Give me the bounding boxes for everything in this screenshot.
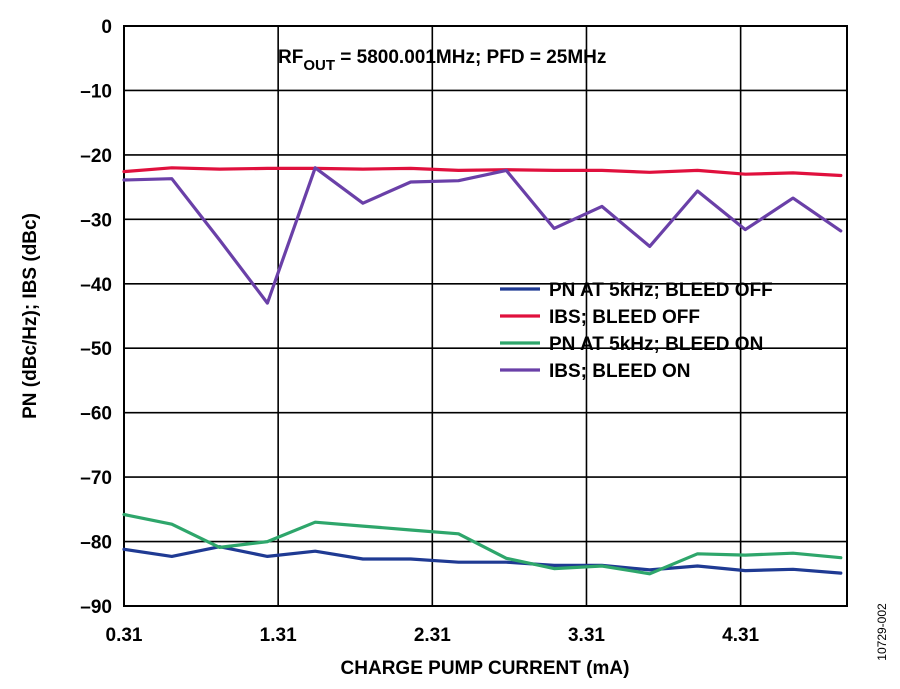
y-tick-labels: 0 –10 –20 –30 –40 –50 –60 –70 –80 –90 xyxy=(80,17,112,618)
y-tick-label: –90 xyxy=(80,597,112,618)
y-axis-title: PN (dBc/Hz); IBS (dBc) xyxy=(20,213,41,419)
x-tick-label: 2.31 xyxy=(414,625,451,646)
x-tick-label: 3.31 xyxy=(568,625,605,646)
chart-annotation: RFOUT = 5800.001MHz; PFD = 25MHz xyxy=(278,47,606,74)
figure-id: 10729-002 xyxy=(875,603,889,661)
y-tick-label: –20 xyxy=(80,146,112,167)
x-tick-label: 0.31 xyxy=(106,625,143,646)
y-tick-label: –40 xyxy=(80,275,112,296)
x-axis-title: CHARGE PUMP CURRENT (mA) xyxy=(341,658,630,679)
y-tick-label: –10 xyxy=(80,81,112,102)
grid-lines xyxy=(124,26,847,606)
series-line xyxy=(122,166,843,178)
y-tick-label: 0 xyxy=(101,17,112,38)
x-tick-labels: 0.31 1.31 2.31 3.31 4.31 xyxy=(106,625,760,646)
legend-entry: IBS; BLEED OFF xyxy=(549,307,700,328)
legend-entry: PN AT 5kHz; BLEED OFF xyxy=(549,280,773,301)
y-tick-label: –60 xyxy=(80,404,112,425)
series-layer xyxy=(122,166,843,576)
y-tick-label: –70 xyxy=(80,468,112,489)
series-line xyxy=(122,545,843,575)
legend: PN AT 5kHz; BLEED OFF IBS; BLEED OFF PN AT… xyxy=(500,280,773,382)
series-line xyxy=(122,512,843,576)
legend-entry: IBS; BLEED ON xyxy=(549,361,690,382)
x-tick-label: 1.31 xyxy=(260,625,297,646)
y-tick-label: –30 xyxy=(80,210,112,231)
legend-entry: PN AT 5kHz; BLEED ON xyxy=(549,334,763,355)
annotation-suffix: = 5800.001MHz; PFD = 25MHz xyxy=(335,47,606,68)
series-line xyxy=(122,166,843,305)
y-tick-label: –80 xyxy=(80,533,112,554)
x-tick-label: 4.31 xyxy=(722,625,759,646)
annotation-prefix: RF xyxy=(278,47,303,68)
plot-frame xyxy=(123,25,848,607)
y-tick-label: –50 xyxy=(80,339,112,360)
annotation-subscript: OUT xyxy=(303,57,335,74)
